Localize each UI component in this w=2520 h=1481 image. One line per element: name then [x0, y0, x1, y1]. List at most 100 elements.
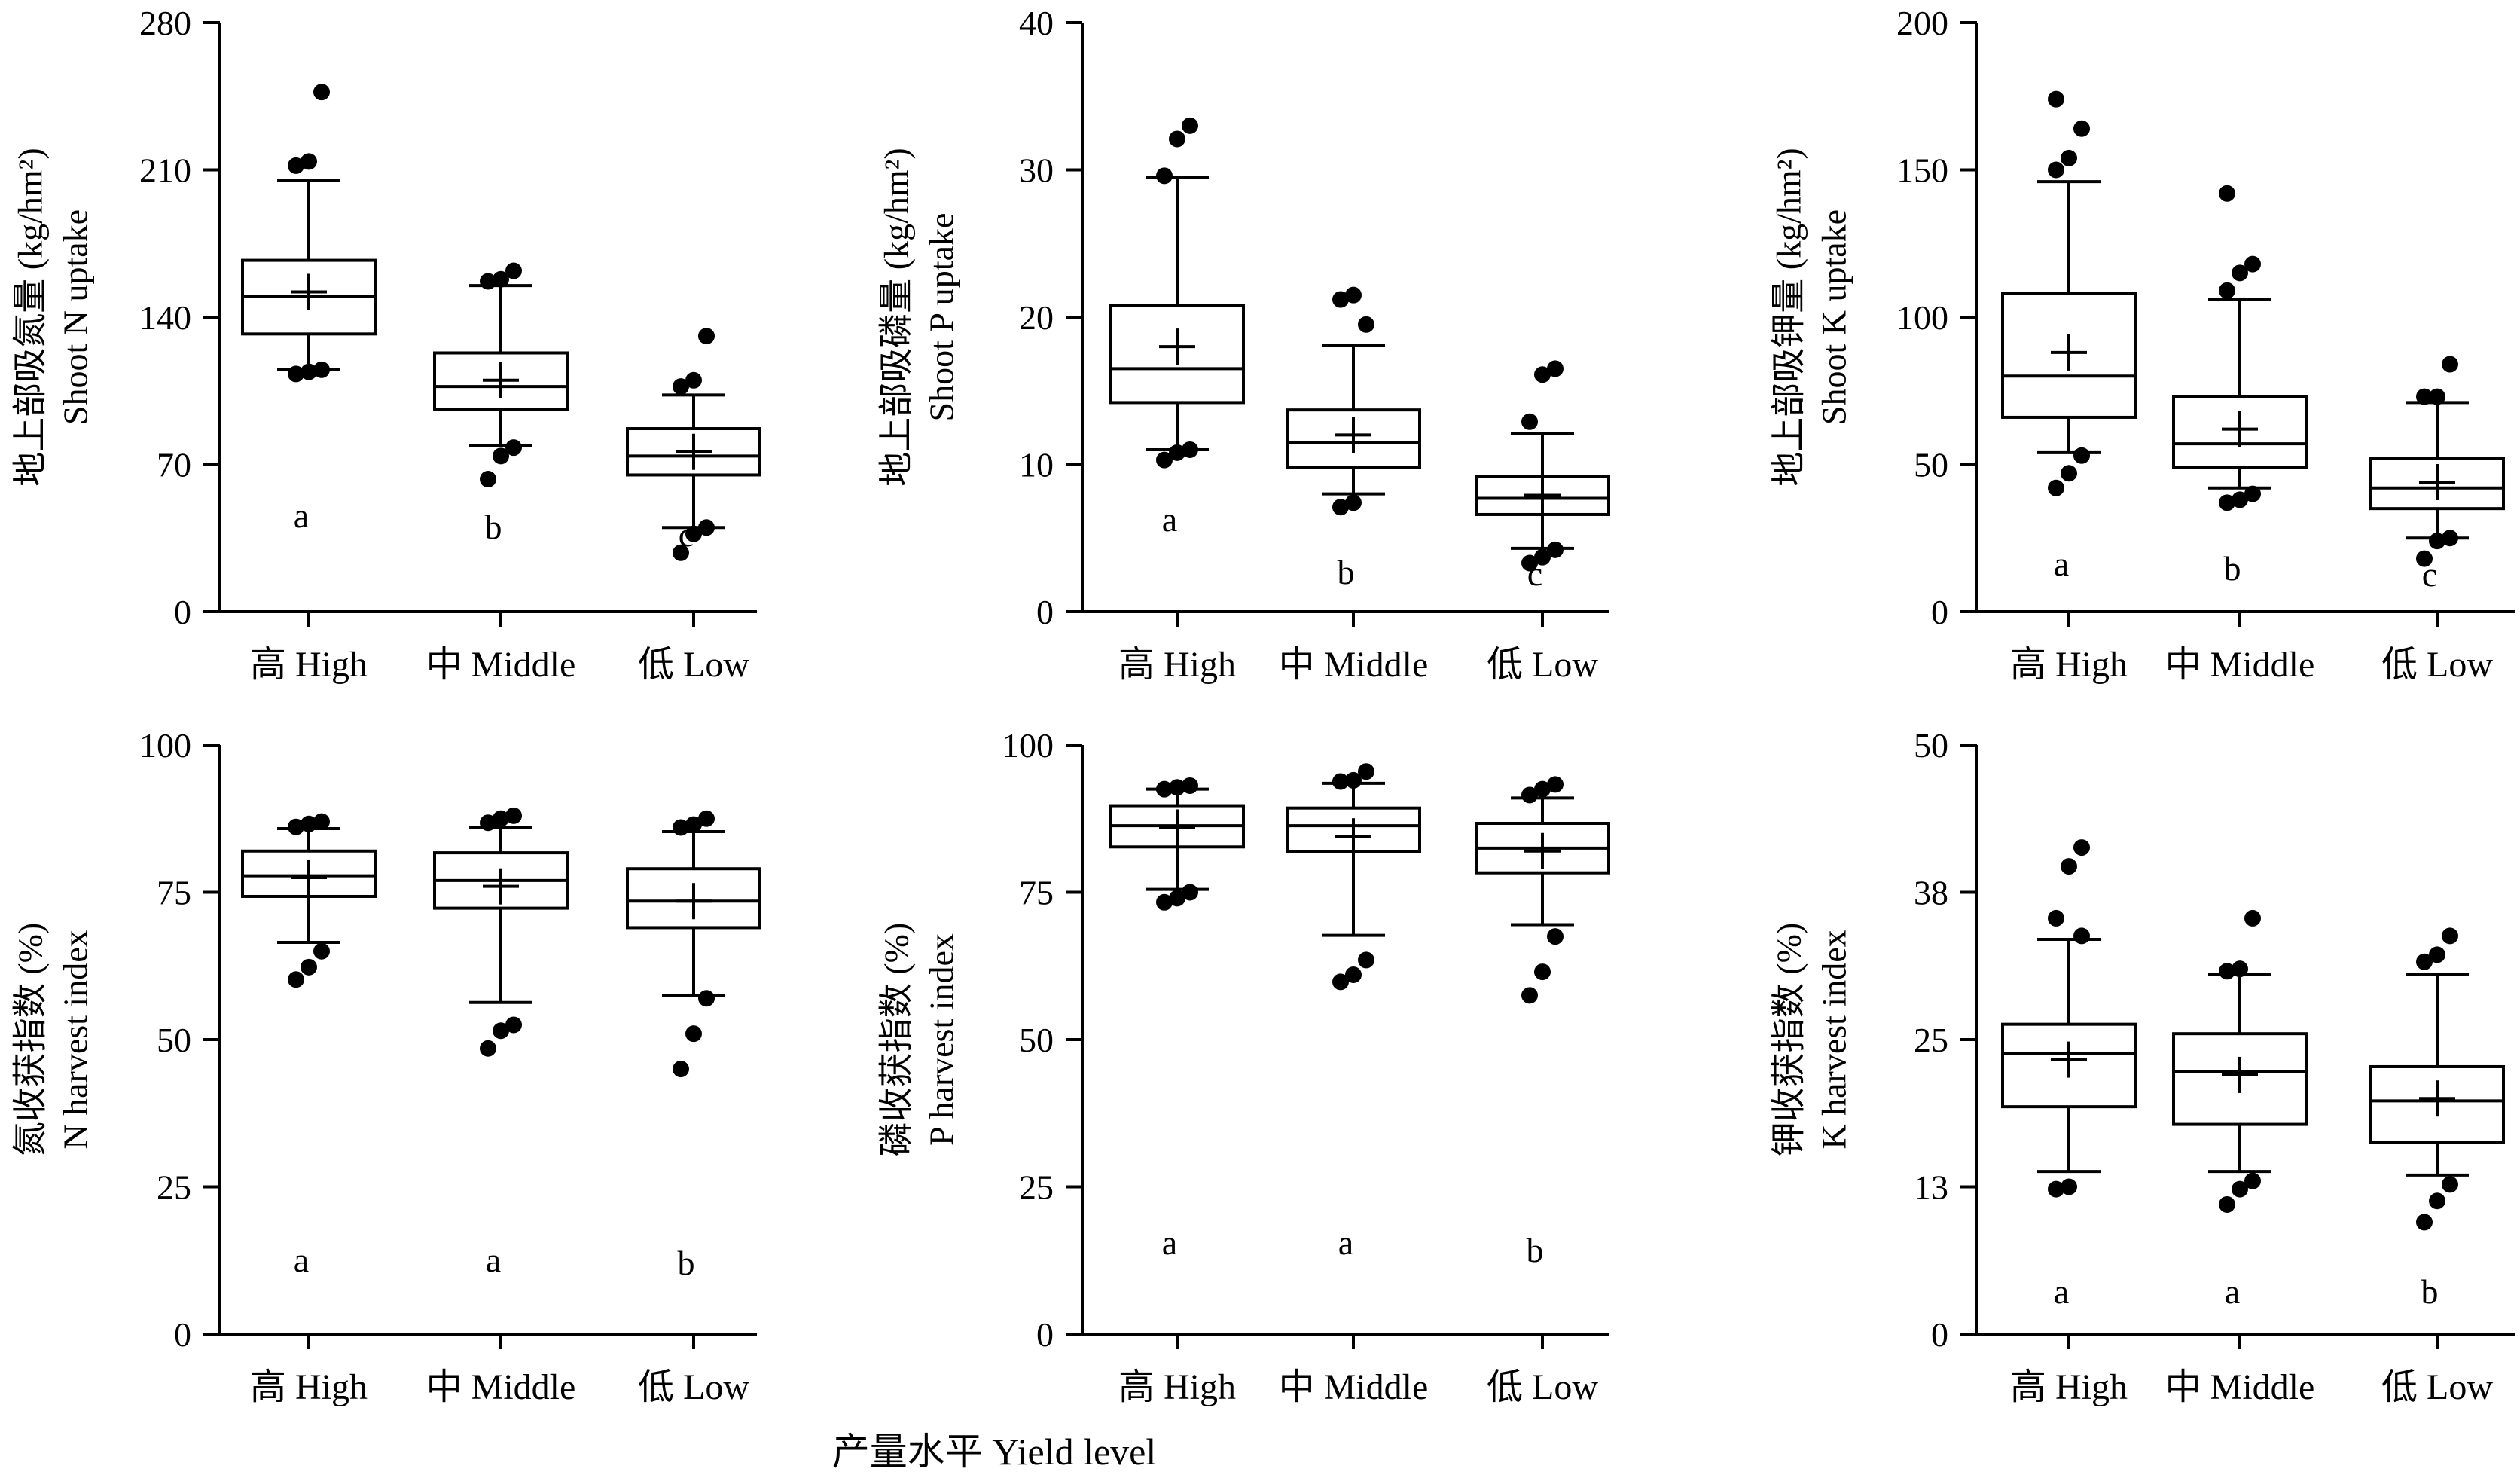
outlier-point	[673, 378, 689, 395]
outlier-point	[673, 819, 689, 836]
outlier-point	[288, 971, 304, 988]
outlier-point	[2073, 839, 2090, 857]
y-tick-label: 100	[1002, 726, 1054, 765]
x-tick-label: 低 Low	[1487, 1367, 1598, 1407]
panel-5: 0 25 50 75 100 磷收获指数 (%) P harvest index 高 High…	[877, 726, 1610, 1407]
significance-letter: c	[679, 515, 694, 554]
outlier-point	[2244, 485, 2261, 502]
outlier-point	[2061, 858, 2077, 875]
y-tick-label: 0	[1036, 593, 1054, 631]
outlier-point	[301, 815, 317, 832]
outlier-point	[2442, 530, 2458, 547]
x-tick-label: 中 Middle	[1279, 645, 1429, 685]
outlier-point	[505, 1016, 522, 1034]
significance-letter: a	[294, 1241, 309, 1279]
y-tick-label: 13	[1914, 1168, 1948, 1207]
x-tick-label: 高 High	[1118, 645, 1236, 685]
outlier-point	[2429, 388, 2445, 405]
significance-letter: b	[678, 1244, 695, 1282]
y-tick-label: 0	[174, 593, 191, 631]
y-tick-label: 50	[1019, 1021, 1054, 1059]
y-tick-label: 200	[1896, 4, 1948, 42]
outlier-point	[313, 361, 330, 378]
x-tick-label: 低 Low	[638, 1367, 749, 1407]
y-tick-label: 40	[1019, 4, 1054, 42]
outlier-point	[673, 1061, 689, 1078]
outlier-point	[1521, 786, 1538, 804]
outlier-point	[1534, 963, 1551, 981]
outlier-point	[685, 816, 702, 833]
outlier-point	[685, 371, 702, 389]
outlier-point	[1547, 776, 1564, 793]
outlier-point	[698, 990, 715, 1007]
outlier-point	[1332, 973, 1349, 991]
panel-3: 0 50 100 150 200 地上部吸钾量 (kg/hm²) Shoot K uptak…	[1770, 4, 2515, 685]
outlier-point	[1332, 499, 1349, 516]
outlier-point	[2416, 550, 2433, 567]
outlier-point	[1521, 987, 1538, 1004]
outlier-point	[685, 1025, 702, 1043]
outlier-point	[1521, 413, 1538, 430]
outlier-point	[2244, 255, 2261, 273]
outlier-point	[480, 814, 496, 832]
y-tick-label: 0	[1931, 593, 1948, 631]
y-tick-label: 100	[1896, 298, 1948, 337]
x-tick-label: 低 Low	[2381, 645, 2493, 685]
significance-letter: b	[1338, 553, 1355, 591]
outlier-point	[288, 157, 304, 174]
y-tick-label: 0	[174, 1315, 191, 1354]
outlier-point	[313, 813, 330, 830]
outlier-point	[2232, 491, 2248, 508]
outlier-point	[505, 807, 522, 824]
outlier-point	[698, 519, 715, 536]
outlier-point	[673, 544, 689, 561]
y-axis-label-cn: 氮收获指数 (%)	[11, 923, 50, 1156]
y-tick-label: 0	[1931, 1315, 1948, 1354]
outlier-point	[1534, 366, 1551, 383]
x-tick-label: 中 Middle	[426, 1367, 576, 1407]
x-tick-label: 高 High	[2010, 645, 2128, 685]
outlier-point	[301, 153, 317, 170]
significance-letter: a	[2225, 1272, 2240, 1311]
outlier-point	[480, 273, 496, 290]
outlier-point	[2073, 927, 2090, 945]
significance-letter: a	[486, 1241, 501, 1279]
outlier-point	[2061, 1178, 2077, 1195]
outlier-point	[2061, 149, 2077, 166]
outlier-point	[2073, 120, 2090, 137]
panel-2: 0 10 20 30 40 地上部吸磷量 (kg/hm²) Shoot P uptake 高 …	[877, 4, 1610, 685]
significance-letter: a	[2054, 545, 2069, 583]
panel-1: 0 70 140 210 280 地上部吸氮量 (kg/hm²) Shoot N uptak…	[11, 4, 761, 685]
outlier-point	[1182, 441, 1198, 458]
outlier-point	[2048, 479, 2064, 496]
outlier-point	[505, 262, 522, 279]
x-tick-label: 高 High	[2010, 1367, 2128, 1407]
significance-letter: c	[1527, 554, 1542, 593]
y-tick-label: 150	[1896, 151, 1948, 190]
panel-6: 0 13 25 38 50 钾收获指数 (%) K harvest index 高 High a…	[1770, 726, 2515, 1407]
outlier-point	[2232, 1180, 2248, 1198]
x-tick-label: 中 Middle	[2165, 1367, 2315, 1407]
outlier-point	[1358, 316, 1374, 333]
outlier-point	[2416, 1214, 2433, 1231]
outlier-point	[2244, 909, 2261, 927]
outlier-point	[1332, 773, 1349, 790]
outlier-point	[2219, 1195, 2235, 1213]
outlier-point	[2244, 1172, 2261, 1189]
y-tick-label: 140	[139, 298, 191, 337]
outlier-point	[1156, 780, 1173, 798]
y-tick-label: 50	[1914, 446, 1948, 484]
x-tick-label: 低 Low	[638, 645, 749, 685]
y-tick-label: 50	[157, 1021, 191, 1059]
outlier-point	[2061, 465, 2077, 482]
y-tick-label: 10	[1019, 446, 1054, 484]
outlier-point	[480, 471, 496, 488]
outlier-point	[493, 447, 509, 465]
outlier-point	[288, 818, 304, 835]
outlier-point	[2048, 90, 2064, 108]
significance-letter: c	[2422, 555, 2437, 594]
outlier-point	[2416, 953, 2433, 970]
y-tick-label: 280	[139, 4, 191, 42]
outlier-point	[1547, 541, 1564, 558]
